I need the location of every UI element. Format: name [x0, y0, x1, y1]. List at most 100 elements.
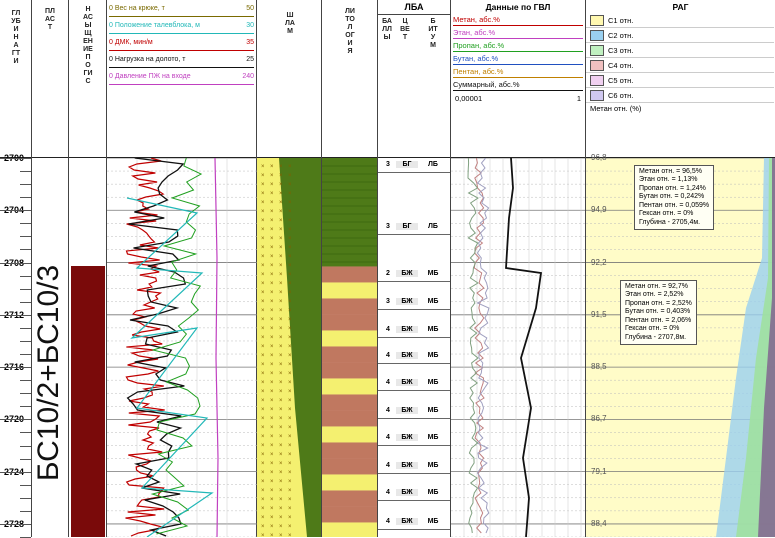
shlam-sand-mark: × — [270, 524, 274, 530]
lithology-sandstone-layer — [322, 522, 377, 537]
shlam-sand-mark: × — [279, 272, 283, 278]
shlam-green-fill — [279, 158, 321, 537]
shlam-sand-mark: × — [270, 254, 274, 260]
rag-legend-label: C2 отн. — [608, 31, 634, 40]
shlam-sand-mark: × — [288, 254, 292, 260]
shlam-sand-mark: × — [288, 236, 292, 242]
shlam-plot: × × × × × × × × × × × × × × × × × × × × × × × × × × × × × × × × × × × × × × × ×… — [257, 158, 321, 537]
lba-bitum-cell: МБ — [427, 434, 439, 442]
lba-bitum-cell: МБ — [427, 269, 439, 277]
shlam-sand-mark: × — [261, 335, 265, 341]
lithology-sandstone-layer — [322, 474, 377, 491]
gvl-header-title: Данные по ГВЛ — [485, 2, 551, 12]
shlam-sand-mark: × — [279, 488, 283, 494]
shlam-sand-mark: × — [270, 326, 274, 332]
plast-header: ПЛАСТ — [32, 0, 68, 158]
shlam-sand-mark: × — [288, 218, 292, 224]
shlam-sand-mark: × — [288, 209, 292, 215]
shlam-sand-mark: × — [279, 524, 283, 530]
shlam-sand-mark: × — [279, 515, 283, 521]
gvl-scale-min: 0,00001 — [455, 94, 483, 103]
shlam-sand-mark: × — [279, 443, 283, 449]
shlam-sand-mark: × — [279, 497, 283, 503]
shlam-sand-mark: × — [279, 218, 283, 224]
shlam-sand-mark: × — [270, 308, 274, 314]
shlam-sand-mark: × — [279, 389, 283, 395]
shlam-sand-mark: × — [261, 290, 265, 296]
lithology-sandstone-layer — [322, 282, 377, 299]
param-legend-row: 0 Вес на крюке, т 50 — [109, 2, 254, 17]
lba-row-divider — [378, 417, 450, 419]
total-gas-curve — [505, 158, 543, 537]
lba-points-label: БАЛЛЫ — [382, 18, 392, 41]
shlam-sand-mark: × — [270, 371, 274, 377]
shlam-sand-mark: × — [270, 479, 274, 485]
shlam-sand-mark: × — [270, 488, 274, 494]
shlam-sand-mark: × — [288, 290, 292, 296]
shlam-sand-mark: × — [261, 506, 265, 512]
shlam-sand-mark: × — [270, 272, 274, 278]
rag-methane-value: 86,7 — [591, 414, 607, 424]
lba-bitum-cell: МБ — [427, 489, 439, 497]
rag-legend-swatch — [590, 45, 604, 56]
depth-tick — [20, 432, 31, 434]
lba-points-cell: 4 — [386, 351, 390, 359]
param-legend-label: 0 Вес на крюке, т — [109, 5, 165, 12]
lba-points-cell: 3 — [386, 222, 390, 230]
shlam-sand-mark: × — [288, 191, 292, 197]
gvl-legend-row: Метан, абс.% — [453, 14, 583, 26]
gvl-legend-row: Пентан, абс.% — [453, 66, 583, 78]
shlam-sand-mark: × — [279, 335, 283, 341]
shlam-sand-mark: × — [279, 173, 283, 179]
lba-color-label: ЦВЕТ — [400, 18, 410, 41]
lithology-sandstone-layer — [322, 298, 377, 315]
depth-tick — [20, 301, 31, 303]
plast-header-label: ПЛАСТ — [45, 8, 55, 31]
param-legend-row: 0 Положение талевблока, м 30 — [109, 19, 254, 34]
shlam-sand-mark: × — [279, 407, 283, 413]
rag-header-title: РАГ — [672, 2, 689, 12]
shlam-sand-mark: × — [279, 398, 283, 404]
shlam-sand-mark: × — [270, 209, 274, 215]
lithology-shale-fill — [322, 158, 377, 267]
depth-tick — [20, 393, 31, 395]
shlam-sand-mark: × — [261, 353, 265, 359]
lithology-header-label: ЛИТОЛОГИЯ — [345, 8, 355, 55]
shlam-sand-mark: × — [261, 416, 265, 422]
lba-points-cell: 3 — [386, 298, 390, 306]
shlam-sand-mark: × — [270, 425, 274, 431]
lba-points-cell: 4 — [386, 461, 390, 469]
rag-legend-row: C6 отн. — [586, 89, 774, 103]
shlam-sand-mark: × — [261, 371, 265, 377]
shlam-sand-mark: × — [261, 488, 265, 494]
shlam-sand-mark: × — [288, 308, 292, 314]
shlam-sand-mark: × — [261, 425, 265, 431]
shlam-sand-mark: × — [288, 389, 292, 395]
shlam-sand-mark: × — [261, 173, 265, 179]
param-legend-label: 0 Давление ПЖ на входе — [109, 73, 191, 80]
shlam-sand-mark: × — [288, 506, 292, 512]
shlam-header: ШЛАМ — [257, 0, 321, 158]
shlam-sand-mark: × — [288, 353, 292, 359]
shlam-sand-mark: × — [288, 245, 292, 251]
shlam-sand-mark: × — [279, 344, 283, 350]
rag-column: РАГ Метан отн. (%) C1 отн. C2 отн. C3 отн.… — [586, 0, 775, 537]
shlam-sand-mark: × — [270, 353, 274, 359]
shlam-sand-mark: × — [279, 452, 283, 458]
shlam-sand-mark: × — [270, 164, 274, 170]
lba-color-cell: БЖ — [396, 434, 418, 442]
param-legend-max: 30 — [246, 22, 254, 29]
shlam-sand-mark: × — [261, 515, 265, 521]
shlam-sand-mark: × — [261, 326, 265, 332]
shlam-sand-mark: × — [279, 245, 283, 251]
shlam-sand-mark: × — [270, 236, 274, 242]
lba-color-cell: БЖ — [396, 351, 418, 359]
shlam-sand-mark: × — [288, 524, 292, 530]
lithology-sandstone-layer — [322, 410, 377, 427]
shlam-sand-mark: × — [270, 227, 274, 233]
shlam-sand-mark: × — [270, 182, 274, 188]
shlam-sand-mark: × — [270, 398, 274, 404]
shlam-sand-mark: × — [288, 461, 292, 467]
shlam-sand-mark: × — [279, 299, 283, 305]
rag-legend-row: C5 отн. — [586, 74, 774, 88]
